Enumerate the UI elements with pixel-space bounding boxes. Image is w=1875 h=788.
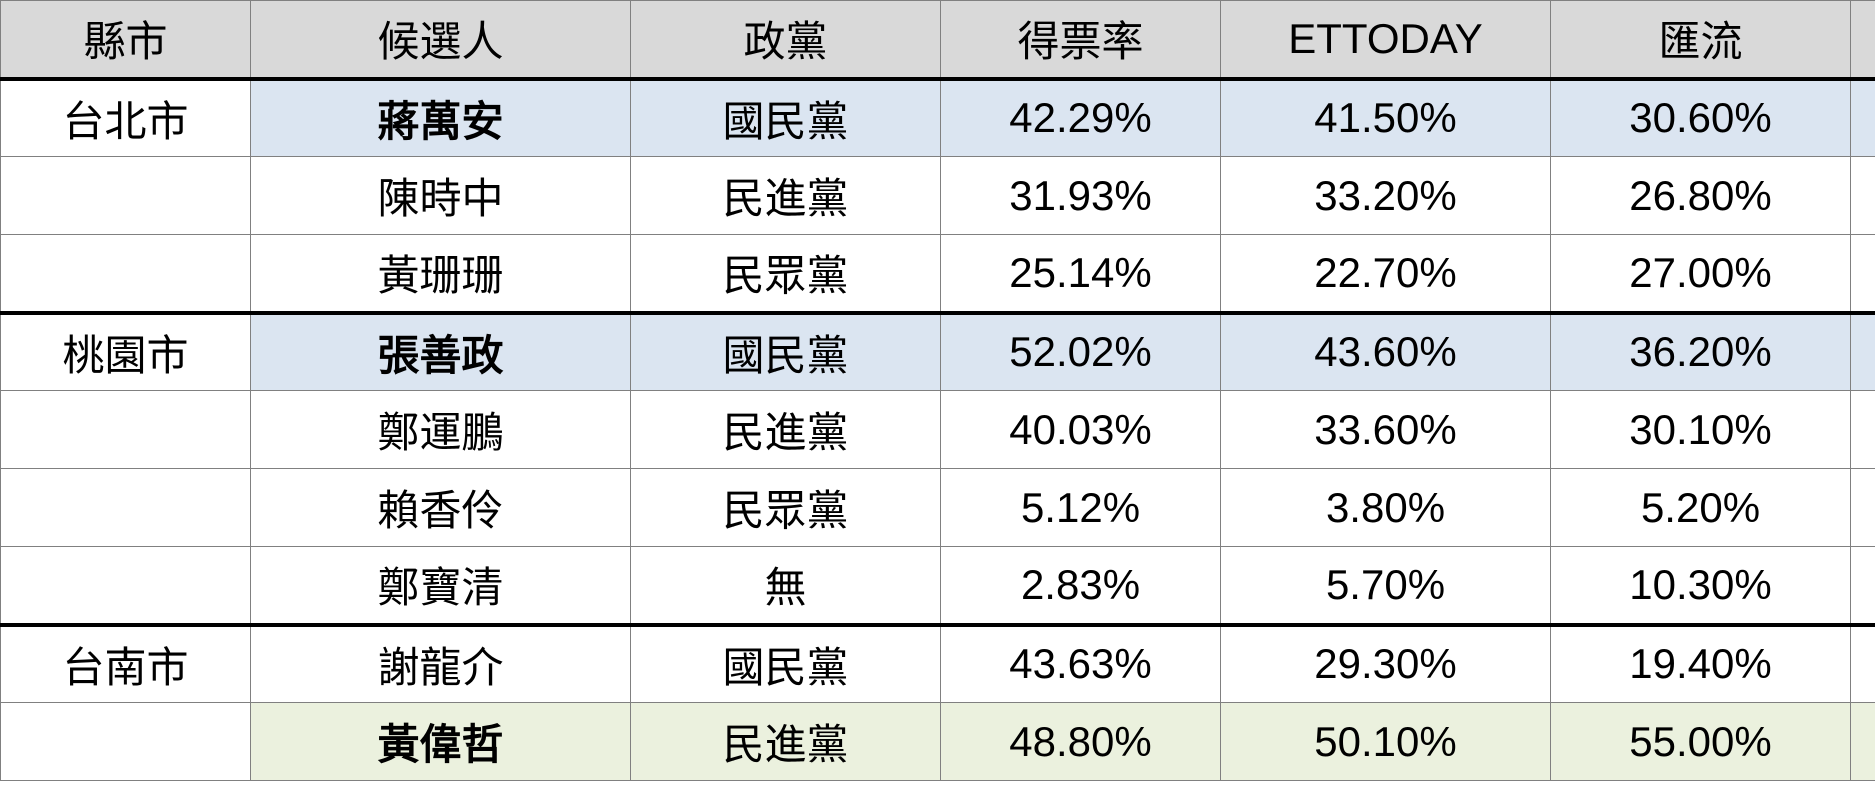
- election-poll-table: 縣市 候選人 政黨 得票率 ETTODAY 匯流 台北市 蔣萬安 國民黨 42.…: [0, 0, 1875, 781]
- cell-ettoday: 3.80%: [1221, 469, 1551, 547]
- cell-stub: [1851, 79, 1875, 157]
- table-header-row: 縣市 候選人 政黨 得票率 ETTODAY 匯流: [1, 1, 1875, 79]
- cell-city: [1, 235, 251, 313]
- cell-city: 台南市: [1, 625, 251, 703]
- cell-candidate: 黃珊珊: [251, 235, 631, 313]
- cell-vote: 31.93%: [941, 157, 1221, 235]
- table-row: 台北市 蔣萬安 國民黨 42.29% 41.50% 30.60%: [1, 79, 1875, 157]
- cell-stub: [1851, 703, 1875, 781]
- cell-cnews: 5.20%: [1551, 469, 1851, 547]
- col-header-ettoday: ETTODAY: [1221, 1, 1551, 79]
- table-row: 鄭運鵬 民進黨 40.03% 33.60% 30.10%: [1, 391, 1875, 469]
- cell-city: 台北市: [1, 79, 251, 157]
- cell-ettoday: 29.30%: [1221, 625, 1551, 703]
- cell-ettoday: 22.70%: [1221, 235, 1551, 313]
- cell-vote: 40.03%: [941, 391, 1221, 469]
- cell-party: 無: [631, 547, 941, 625]
- cell-candidate: 黃偉哲: [251, 703, 631, 781]
- cell-stub: [1851, 313, 1875, 391]
- cell-vote: 5.12%: [941, 469, 1221, 547]
- cell-party: 民進黨: [631, 703, 941, 781]
- cell-cnews: 10.30%: [1551, 547, 1851, 625]
- cell-candidate: 陳時中: [251, 157, 631, 235]
- cell-candidate: 張善政: [251, 313, 631, 391]
- table-row: 鄭寶清 無 2.83% 5.70% 10.30%: [1, 547, 1875, 625]
- cell-party: 民眾黨: [631, 235, 941, 313]
- cell-vote: 2.83%: [941, 547, 1221, 625]
- cell-vote: 42.29%: [941, 79, 1221, 157]
- cell-party: 民進黨: [631, 391, 941, 469]
- col-header-party: 政黨: [631, 1, 941, 79]
- col-header-stub: [1851, 1, 1875, 79]
- cell-stub: [1851, 625, 1875, 703]
- cell-stub: [1851, 157, 1875, 235]
- cell-cnews: 55.00%: [1551, 703, 1851, 781]
- table-body: 台北市 蔣萬安 國民黨 42.29% 41.50% 30.60% 陳時中 民進黨…: [1, 79, 1875, 781]
- col-header-cnews: 匯流: [1551, 1, 1851, 79]
- cell-ettoday: 5.70%: [1221, 547, 1551, 625]
- table-row: 台南市 謝龍介 國民黨 43.63% 29.30% 19.40%: [1, 625, 1875, 703]
- cell-cnews: 30.10%: [1551, 391, 1851, 469]
- table-row: 陳時中 民進黨 31.93% 33.20% 26.80%: [1, 157, 1875, 235]
- table-row: 賴香伶 民眾黨 5.12% 3.80% 5.20%: [1, 469, 1875, 547]
- cell-stub: [1851, 235, 1875, 313]
- cell-candidate: 謝龍介: [251, 625, 631, 703]
- cell-city: [1, 703, 251, 781]
- cell-vote: 52.02%: [941, 313, 1221, 391]
- cell-city: [1, 547, 251, 625]
- cell-ettoday: 41.50%: [1221, 79, 1551, 157]
- cell-cnews: 27.00%: [1551, 235, 1851, 313]
- table-row: 黃珊珊 民眾黨 25.14% 22.70% 27.00%: [1, 235, 1875, 313]
- cell-city: [1, 391, 251, 469]
- cell-vote: 48.80%: [941, 703, 1221, 781]
- cell-candidate: 蔣萬安: [251, 79, 631, 157]
- cell-party: 民進黨: [631, 157, 941, 235]
- col-header-candidate: 候選人: [251, 1, 631, 79]
- cell-cnews: 36.20%: [1551, 313, 1851, 391]
- cell-city: 桃園市: [1, 313, 251, 391]
- col-header-city: 縣市: [1, 1, 251, 79]
- cell-candidate: 鄭運鵬: [251, 391, 631, 469]
- cell-stub: [1851, 547, 1875, 625]
- cell-stub: [1851, 391, 1875, 469]
- cell-party: 國民黨: [631, 313, 941, 391]
- cell-cnews: 26.80%: [1551, 157, 1851, 235]
- col-header-vote: 得票率: [941, 1, 1221, 79]
- table-row: 桃園市 張善政 國民黨 52.02% 43.60% 36.20%: [1, 313, 1875, 391]
- cell-ettoday: 33.20%: [1221, 157, 1551, 235]
- cell-vote: 25.14%: [941, 235, 1221, 313]
- cell-city: [1, 157, 251, 235]
- cell-city: [1, 469, 251, 547]
- cell-cnews: 30.60%: [1551, 79, 1851, 157]
- cell-candidate: 鄭寶清: [251, 547, 631, 625]
- cell-ettoday: 33.60%: [1221, 391, 1551, 469]
- cell-candidate: 賴香伶: [251, 469, 631, 547]
- cell-ettoday: 43.60%: [1221, 313, 1551, 391]
- cell-stub: [1851, 469, 1875, 547]
- cell-ettoday: 50.10%: [1221, 703, 1551, 781]
- table-row: 黃偉哲 民進黨 48.80% 50.10% 55.00%: [1, 703, 1875, 781]
- cell-party: 國民黨: [631, 79, 941, 157]
- cell-cnews: 19.40%: [1551, 625, 1851, 703]
- cell-party: 國民黨: [631, 625, 941, 703]
- cell-vote: 43.63%: [941, 625, 1221, 703]
- cell-party: 民眾黨: [631, 469, 941, 547]
